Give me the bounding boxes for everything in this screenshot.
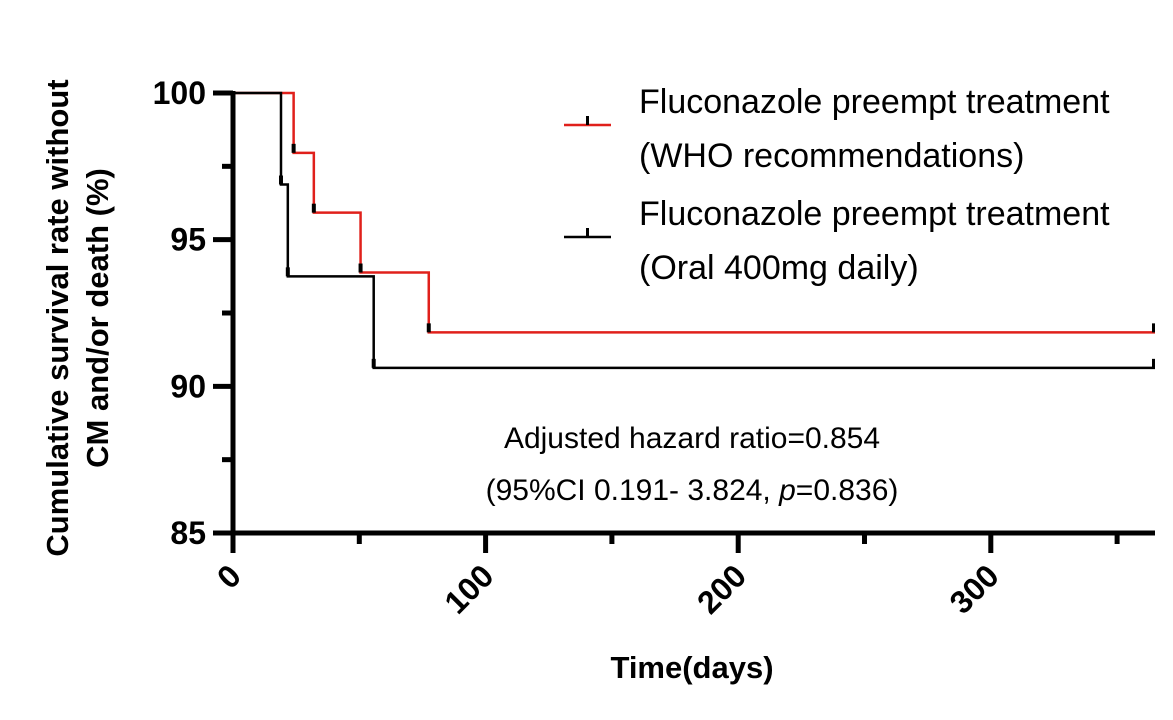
annotation-p-symbol: p [778, 474, 796, 507]
x-tick-label: 200 [690, 557, 753, 620]
y-tick-label: 95 [170, 222, 206, 258]
censor-mark-oral [371, 358, 376, 368]
legend-item-oral: Fluconazole preempt treatment (Oral 400m… [564, 195, 1110, 287]
x-axis-title: Time(days) [610, 650, 773, 685]
censor-mark-end-who [1152, 323, 1155, 333]
y-axis-title-line2: CM and/or death (%) [80, 168, 115, 468]
survival-curve-who [233, 91, 1155, 334]
censor-mark-oral [285, 267, 290, 277]
annotation-ci: (95%CI 0.191- 3.824, [486, 474, 780, 507]
legend-label-who-line1: Fluconazole preempt treatment [639, 83, 1110, 121]
legend-label-who-line2: (WHO recommendations) [639, 137, 1024, 175]
censor-mark-who [311, 203, 316, 213]
annotation-line2: (95%CI 0.191- 3.824, p=0.836) [486, 474, 899, 507]
censor-mark-who [291, 143, 296, 153]
x-tick-label: 300 [943, 557, 1006, 620]
y-tick-label: 85 [170, 515, 206, 551]
y-tick-label: 100 [153, 75, 206, 111]
survival-curve-oral [233, 91, 1155, 370]
censor-mark-who [358, 263, 363, 273]
y-axis-title-line1: Cumulative survival rate without [40, 79, 75, 556]
legend-censor-tick-oral [586, 228, 589, 237]
legend: Fluconazole preempt treatment (WHO recom… [564, 83, 1110, 287]
legend-label-oral-line1: Fluconazole preempt treatment [639, 195, 1110, 233]
x-tick-label: 100 [437, 557, 500, 620]
annotation-line1: Adjusted hazard ratio=0.854 [504, 422, 880, 455]
x-tick-label: 0 [210, 557, 248, 595]
legend-label-oral-line2: (Oral 400mg daily) [639, 249, 919, 287]
censor-mark-end-oral [1152, 358, 1155, 368]
y-tick-label: 90 [170, 368, 206, 404]
censor-mark-oral [278, 175, 283, 185]
legend-censor-tick-who [586, 116, 589, 125]
annotation-p-value: =0.836) [796, 474, 899, 507]
censor-mark-who [426, 323, 431, 333]
survival-curves [233, 91, 1155, 370]
legend-item-who: Fluconazole preempt treatment (WHO recom… [564, 83, 1110, 175]
hazard-ratio-annotation: Adjusted hazard ratio=0.854 (95%CI 0.191… [486, 422, 899, 507]
